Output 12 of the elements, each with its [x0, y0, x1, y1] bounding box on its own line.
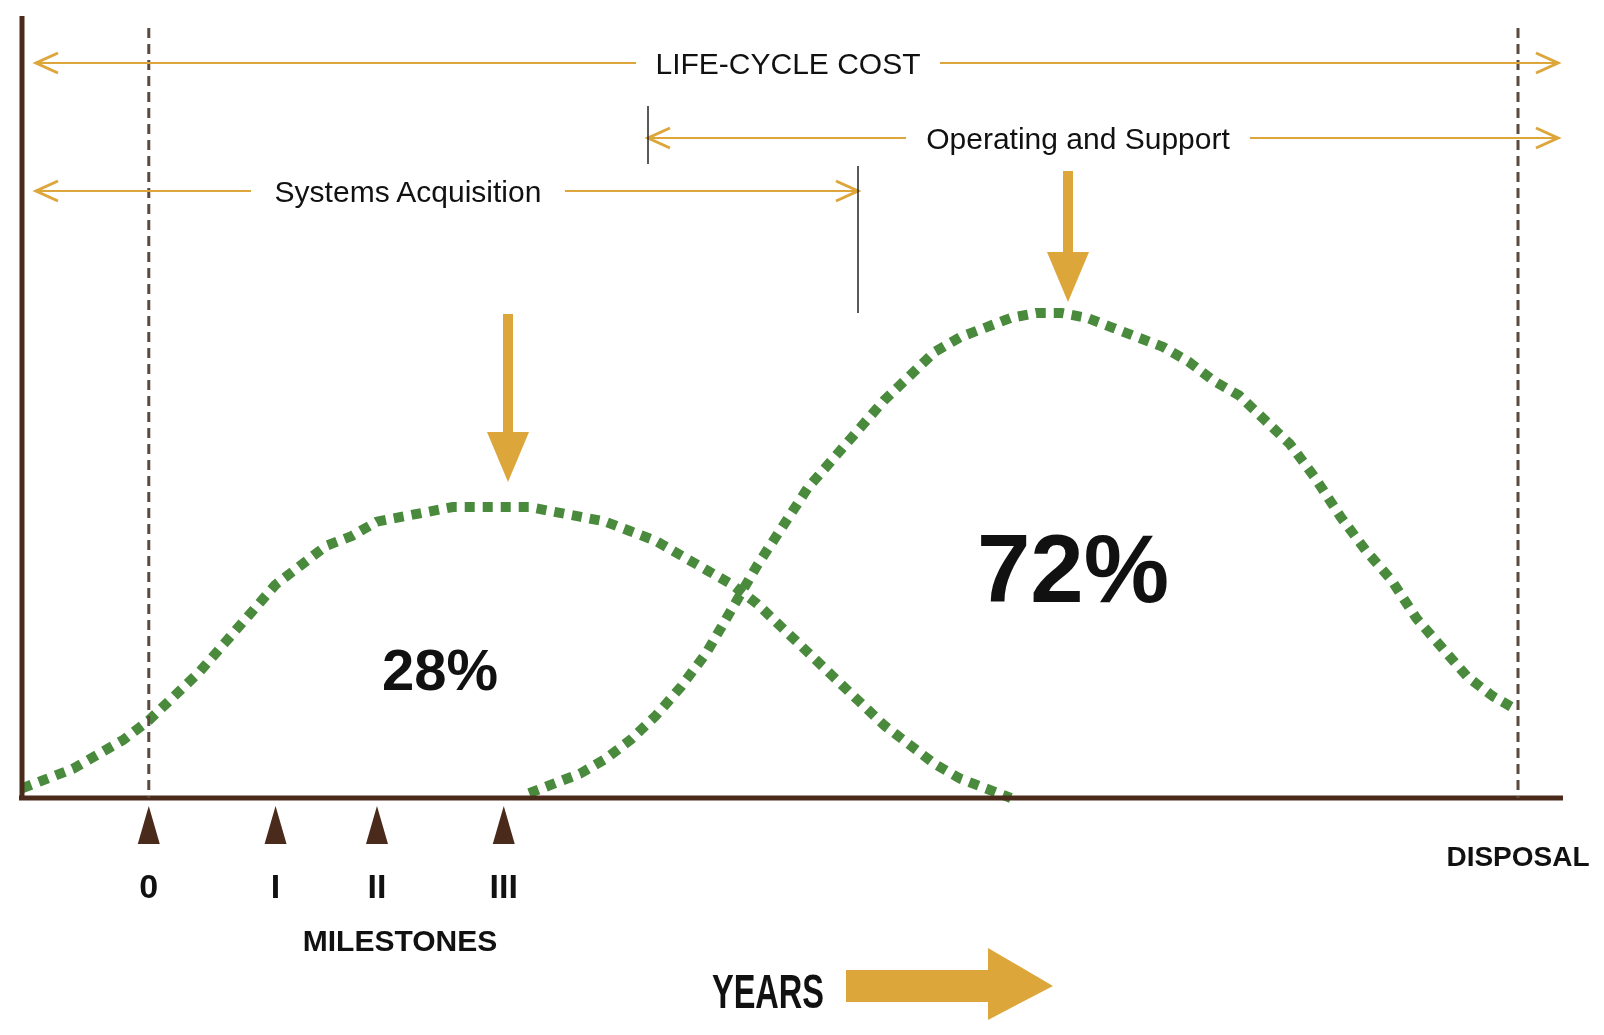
x-tick-label: II: [367, 867, 387, 905]
x-tick-label: I: [270, 867, 281, 905]
text: MILESTONES: [302, 924, 498, 957]
x-tick-label: 0: [139, 867, 159, 905]
annotation: 28%: [381, 637, 499, 702]
x-tick-label: DISPOSAL: [1446, 841, 1590, 872]
text: Operating and Support: [926, 122, 1231, 155]
text: Systems Acquisition: [274, 175, 542, 208]
text: LIFE-CYCLE COST: [655, 47, 921, 80]
annotation: 72%: [976, 515, 1170, 622]
x-axis-title: YEARS: [712, 965, 878, 1018]
x-tick-label: III: [489, 867, 518, 905]
